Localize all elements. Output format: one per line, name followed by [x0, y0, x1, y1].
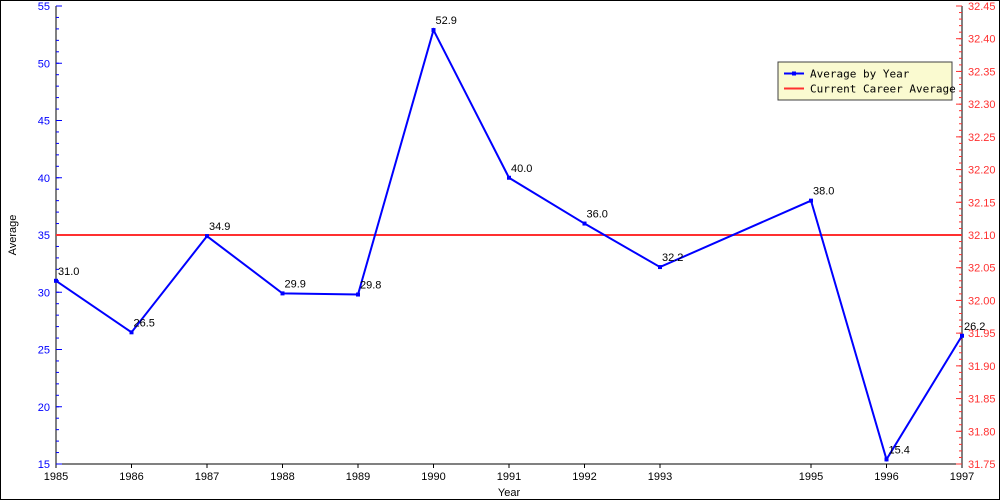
y-right-tick-label: 32.45	[968, 1, 996, 13]
data-point	[960, 334, 964, 338]
y-axis-title: Average	[7, 215, 19, 256]
y-left-tick-label: 40	[38, 173, 50, 185]
y-left-tick-label: 50	[38, 58, 50, 70]
y-right-tick-label: 32.05	[968, 263, 996, 275]
data-point	[54, 279, 58, 283]
y-right-tick-label: 32.30	[968, 99, 996, 111]
data-point	[583, 222, 587, 226]
y-right-tick-label: 32.10	[968, 230, 996, 242]
data-point-label: 31.0	[58, 266, 79, 278]
legend-label: Current Career Average	[810, 83, 956, 96]
x-tick-label: 1993	[648, 471, 672, 483]
y-right-tick-label: 31.90	[968, 361, 996, 373]
x-tick-label: 1989	[346, 471, 370, 483]
x-axis-title: Year	[498, 487, 521, 499]
y-right-tick-label: 31.75	[968, 459, 996, 471]
y-right-tick-label: 32.15	[968, 197, 996, 209]
y-right-tick-label: 32.00	[968, 295, 996, 307]
data-point-label: 26.2	[964, 321, 985, 333]
y-right-tick-label: 31.80	[968, 426, 996, 438]
data-point-label: 29.8	[360, 280, 381, 292]
y-right-tick-label: 32.40	[968, 34, 996, 46]
data-point	[130, 330, 134, 334]
x-tick-label: 1990	[421, 471, 445, 483]
x-tick-label: 1986	[119, 471, 143, 483]
y-left-tick-label: 45	[38, 116, 50, 128]
legend-label: Average by Year	[810, 68, 910, 81]
y-right-tick-label: 31.85	[968, 394, 996, 406]
data-point-label: 26.5	[134, 317, 155, 329]
x-tick-label: 1997	[950, 471, 974, 483]
x-tick-label: 1988	[270, 471, 294, 483]
x-tick-label: 1992	[572, 471, 596, 483]
data-point-label: 36.0	[587, 209, 608, 221]
data-point-label: 29.9	[285, 278, 306, 290]
y-left-tick-label: 55	[38, 1, 50, 13]
y-left-tick-label: 30	[38, 287, 50, 299]
data-point-label: 38.0	[813, 186, 834, 198]
x-tick-label: 1995	[799, 471, 823, 483]
data-point	[507, 176, 511, 180]
x-tick-label: 1996	[874, 471, 898, 483]
data-point-label: 15.4	[889, 444, 910, 456]
y-right-tick-label: 32.35	[968, 66, 996, 78]
data-point-label: 52.9	[436, 15, 457, 27]
data-point-label: 32.2	[662, 252, 683, 264]
y-left-tick-label: 25	[38, 345, 50, 357]
data-point-label: 34.9	[209, 221, 230, 233]
y-left-tick-label: 20	[38, 402, 50, 414]
average-by-year-chart: 1985 1986 1987 1988 1989 1990 1991 1992 1993 1995…	[0, 0, 1000, 500]
x-tick-label: 1991	[497, 471, 521, 483]
data-point	[658, 265, 662, 269]
data-point	[205, 234, 209, 238]
x-tick-label: 1987	[195, 471, 219, 483]
data-point	[356, 293, 360, 297]
y-right-tick-label: 32.25	[968, 132, 996, 144]
y-right-tick-label: 32.20	[968, 165, 996, 177]
data-point	[432, 28, 436, 32]
data-point	[885, 457, 889, 461]
data-point-label: 40.0	[511, 163, 532, 175]
y-left-tick-label: 35	[38, 230, 50, 242]
data-point	[809, 199, 813, 203]
data-point	[281, 291, 285, 295]
y-left-tick-label: 15	[38, 459, 50, 471]
x-tick-label: 1985	[44, 471, 68, 483]
legend: Average by Year Current Career Average	[778, 62, 956, 100]
